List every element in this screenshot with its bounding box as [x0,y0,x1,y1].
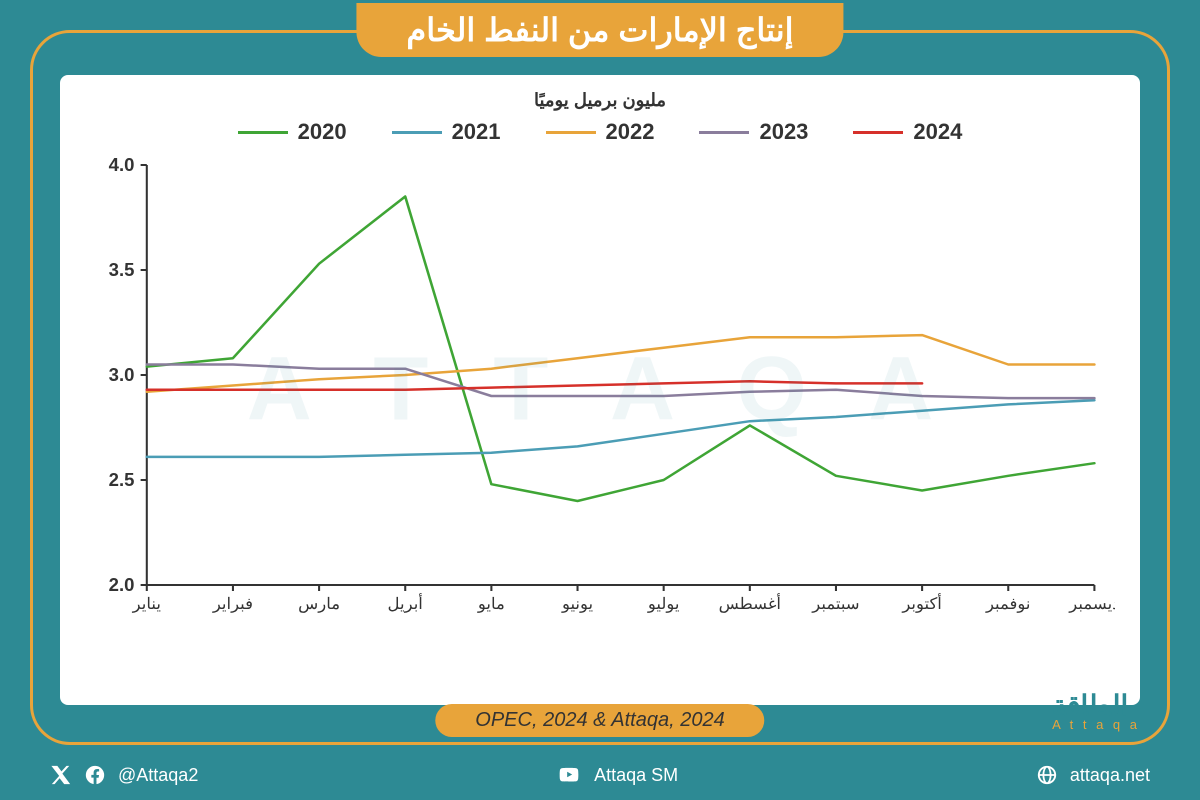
svg-text:أبريل: أبريل [388,593,423,613]
legend-label: 2021 [452,119,501,145]
svg-text:فبراير: فبراير [212,595,253,613]
chart-title: إنتاج الإمارات من النفط الخام [356,3,843,57]
legend-item: 2020 [238,119,347,145]
legend-swatch [853,131,903,134]
legend-item: 2024 [853,119,962,145]
legend-swatch [699,131,749,134]
svg-text:أكتوبر: أكتوبر [901,593,942,613]
legend-swatch [546,131,596,134]
legend: 2020 2021 2022 2023 2024 [85,119,1115,145]
plot-area: A T T A Q A 2.02.53.03.54.0ينايرفبرايرما… [85,155,1115,625]
source-citation: OPEC, 2024 & Attaqa, 2024 [435,704,764,737]
svg-text:يونيو: يونيو [561,595,593,613]
svg-text:2.0: 2.0 [109,574,135,595]
x-icon [50,764,72,786]
social-handle: @Attaqa2 [50,764,198,786]
legend-item: 2021 [392,119,501,145]
youtube-text: Attaqa SM [594,765,678,786]
legend-swatch [392,131,442,134]
svg-text:4.0: 4.0 [109,155,135,175]
svg-text:نوفمبر: نوفمبر [985,595,1031,613]
chart-panel: مليون برميل يوميًا 20202021202220232024 … [60,75,1140,705]
svg-text:أغسطس: أغسطس [719,593,781,613]
svg-text:3.0: 3.0 [109,364,135,385]
svg-text:2.5: 2.5 [109,469,135,490]
legend-item: 2022 [546,119,655,145]
site-text: attaqa.net [1070,765,1150,786]
svg-text:سبتمبر: سبتمبر [811,595,859,613]
facebook-icon [84,764,106,786]
handle-text: @Attaqa2 [118,765,198,786]
svg-text:يناير: يناير [132,595,161,613]
footer: @Attaqa2 Attaqa SM attaqa.net [0,750,1200,800]
legend-label: 2024 [913,119,962,145]
youtube-icon [556,765,582,785]
legend-label: 2020 [298,119,347,145]
legend-item: 2023 [699,119,808,145]
yaxis-title: مليون برميل يوميًا [85,90,1115,111]
website: attaqa.net [1036,764,1150,786]
brand-logo: الطاقة A t t a q a [1052,689,1140,732]
youtube-handle: Attaqa SM [556,765,678,786]
svg-text:يوليو: يوليو [647,595,680,613]
svg-text:مايو: مايو [477,595,505,613]
legend-label: 2022 [606,119,655,145]
globe-icon [1036,764,1058,786]
brand-english: A t t a q a [1052,717,1140,732]
svg-text:3.5: 3.5 [109,259,135,280]
line-chart: 2.0 2.5 3.0 3.5 4.0 يناير فبراير مارس أبريل مايو ي… [85,155,1115,625]
svg-text:ديسمبر: ديسمبر [1068,595,1115,613]
legend-swatch [238,131,288,134]
svg-text:مارس: مارس [298,595,340,613]
legend-label: 2023 [759,119,808,145]
